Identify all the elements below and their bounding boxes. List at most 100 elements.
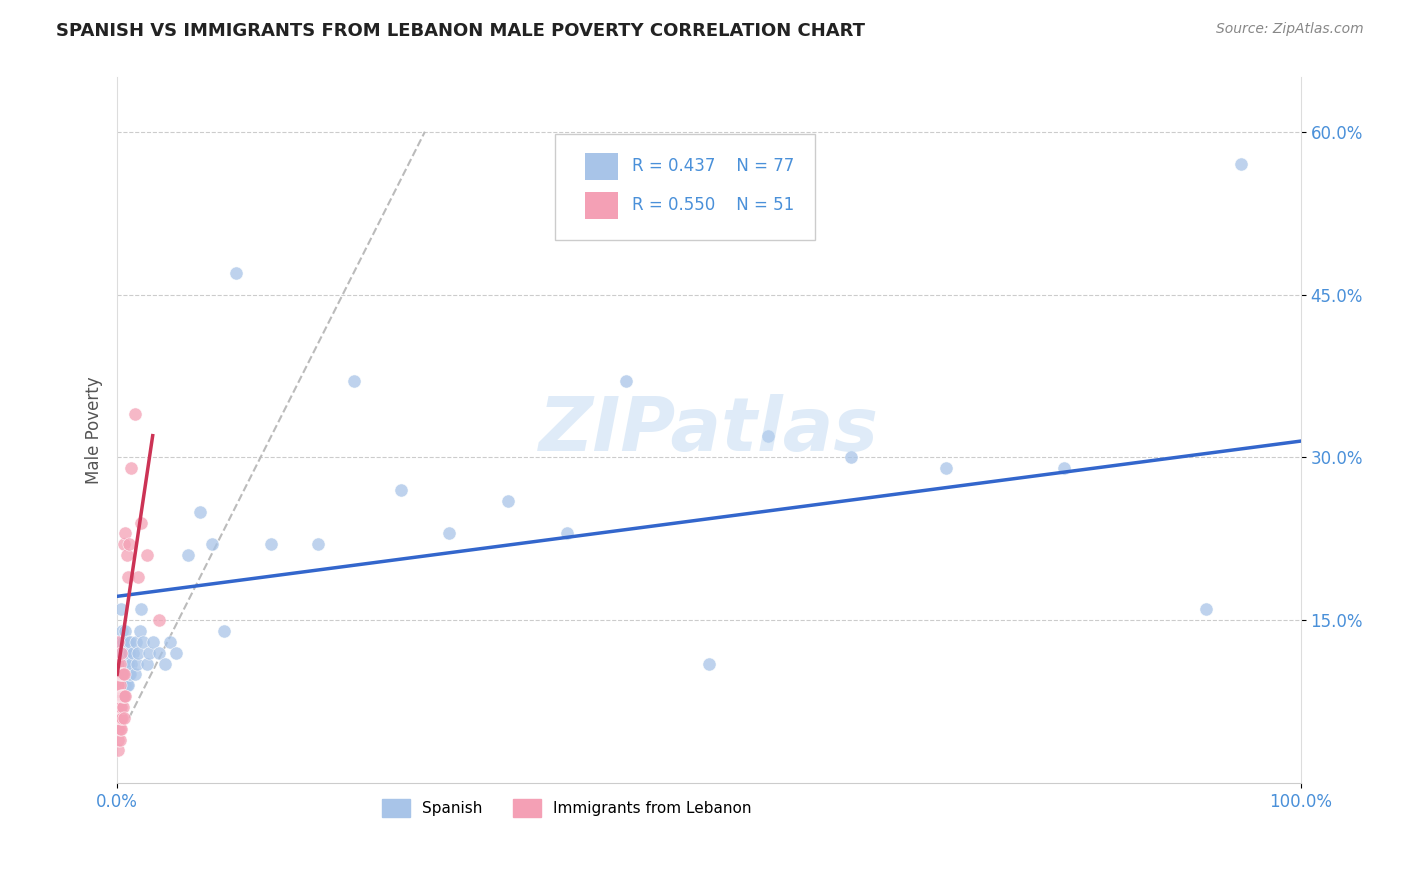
Point	[697, 657, 720, 671]
Point	[389, 483, 412, 497]
Point	[165, 646, 187, 660]
Point	[112, 678, 135, 692]
Point	[201, 537, 224, 551]
Point	[112, 711, 135, 725]
Point	[110, 657, 132, 671]
Point	[111, 624, 134, 638]
Point	[142, 635, 165, 649]
Point	[138, 646, 160, 660]
Point	[110, 700, 132, 714]
Point	[124, 407, 146, 421]
Point	[107, 667, 129, 681]
Point	[127, 657, 149, 671]
Point	[125, 635, 148, 649]
Point	[496, 493, 519, 508]
Point	[108, 667, 131, 681]
Point	[437, 526, 460, 541]
Point	[114, 526, 136, 541]
Point	[112, 689, 135, 703]
Point	[111, 646, 134, 660]
Point	[120, 635, 142, 649]
Point	[129, 516, 152, 530]
Point	[107, 657, 129, 671]
Point	[128, 646, 150, 660]
Point	[128, 624, 150, 638]
Point	[120, 657, 142, 671]
Point	[114, 689, 136, 703]
Text: ZIPatlas: ZIPatlas	[538, 393, 879, 467]
Point	[135, 657, 157, 671]
Point	[111, 711, 134, 725]
Point	[118, 646, 141, 660]
Point	[114, 678, 136, 692]
Point	[112, 667, 135, 681]
Point	[120, 461, 142, 475]
Point	[110, 602, 132, 616]
Point	[111, 678, 134, 692]
Point	[555, 526, 578, 541]
Point	[108, 635, 131, 649]
Point	[115, 548, 138, 562]
Point	[107, 700, 129, 714]
Point	[107, 689, 129, 703]
Point	[118, 537, 141, 551]
Point	[1230, 157, 1253, 171]
Point	[135, 548, 157, 562]
Point	[107, 743, 129, 757]
Text: R = 0.437    N = 77: R = 0.437 N = 77	[633, 157, 794, 176]
Point	[343, 375, 366, 389]
Point	[148, 646, 170, 660]
FancyBboxPatch shape	[585, 192, 617, 219]
Point	[148, 613, 170, 627]
Point	[108, 689, 131, 703]
Point	[108, 667, 131, 681]
Point	[112, 667, 135, 681]
Point	[117, 657, 139, 671]
Point	[153, 657, 176, 671]
Point	[129, 602, 152, 616]
Point	[839, 450, 862, 465]
Point	[107, 711, 129, 725]
Point	[107, 722, 129, 736]
Point	[1053, 461, 1076, 475]
Point	[260, 537, 283, 551]
Point	[114, 624, 136, 638]
Point	[177, 548, 200, 562]
Point	[107, 646, 129, 660]
Point	[107, 667, 129, 681]
Point	[111, 667, 134, 681]
Point	[108, 689, 131, 703]
Point	[107, 732, 129, 747]
Point	[112, 667, 135, 681]
Point	[110, 667, 132, 681]
Point	[935, 461, 957, 475]
Point	[107, 635, 129, 649]
Point	[110, 667, 132, 681]
Point	[107, 711, 129, 725]
Point	[225, 266, 247, 280]
Point	[110, 635, 132, 649]
Point	[108, 678, 131, 692]
Point	[118, 667, 141, 681]
Point	[159, 635, 181, 649]
Point	[107, 722, 129, 736]
Point	[112, 689, 135, 703]
Text: SPANISH VS IMMIGRANTS FROM LEBANON MALE POVERTY CORRELATION CHART: SPANISH VS IMMIGRANTS FROM LEBANON MALE …	[56, 22, 865, 40]
Y-axis label: Male Poverty: Male Poverty	[86, 376, 103, 484]
Point	[111, 667, 134, 681]
Point	[121, 646, 143, 660]
Point	[112, 700, 135, 714]
Point	[128, 570, 150, 584]
Point	[112, 646, 135, 660]
Point	[107, 700, 129, 714]
Point	[107, 689, 129, 703]
Point	[111, 689, 134, 703]
Point	[124, 667, 146, 681]
Point	[112, 667, 135, 681]
Point	[107, 667, 129, 681]
FancyBboxPatch shape	[555, 134, 815, 240]
Point	[108, 711, 131, 725]
Point	[212, 624, 235, 638]
Point	[112, 635, 135, 649]
Point	[108, 722, 131, 736]
